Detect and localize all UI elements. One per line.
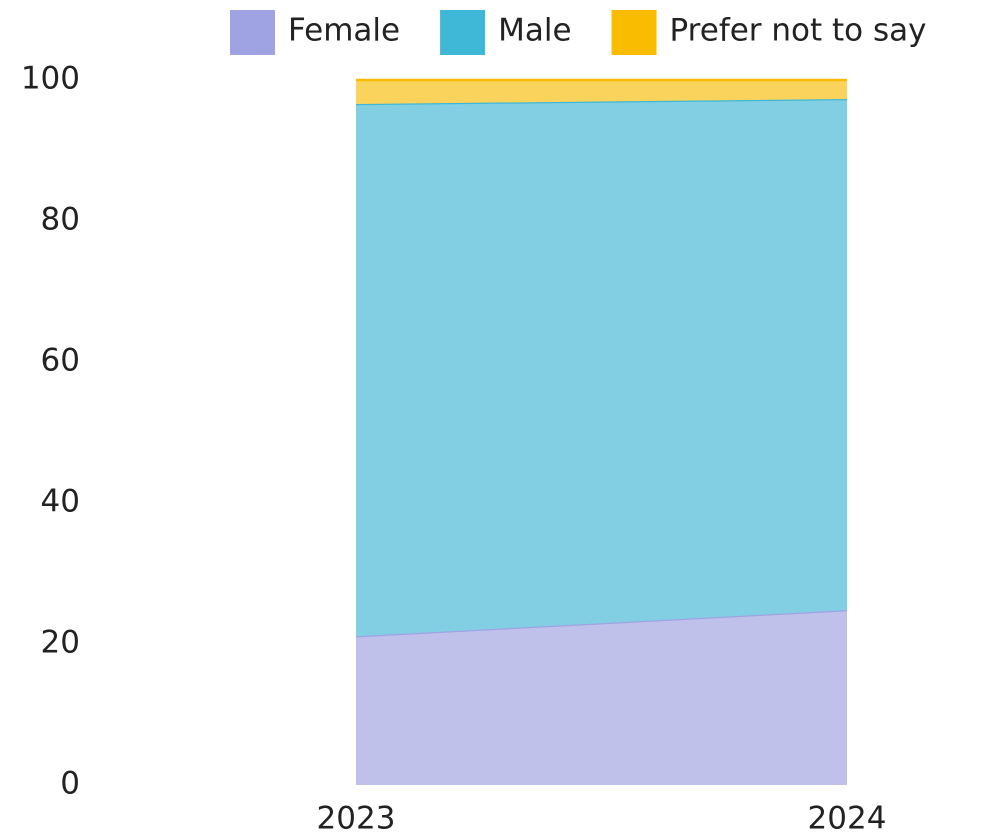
area: [356, 80, 847, 104]
legend-swatch: [230, 10, 275, 55]
legend-label: Male: [498, 13, 571, 49]
y-tick-label: 0: [60, 766, 80, 802]
legend-swatch: [611, 10, 657, 55]
y-tick-label: 60: [41, 343, 80, 379]
y-tick-label: 100: [21, 61, 80, 97]
area: [356, 610, 847, 785]
legend-label: Female: [288, 13, 400, 49]
x-tick-label: 2023: [317, 801, 396, 837]
y-tick-label: 20: [41, 625, 80, 661]
y-tick-label: 80: [41, 202, 80, 238]
legend-swatch: [440, 10, 486, 55]
y-tick-label: 40: [41, 484, 80, 520]
area-line: [355, 608, 848, 638]
x-tick-label: 2024: [808, 801, 887, 837]
area: [356, 99, 847, 637]
legend-label: Prefer not to say: [670, 13, 927, 49]
